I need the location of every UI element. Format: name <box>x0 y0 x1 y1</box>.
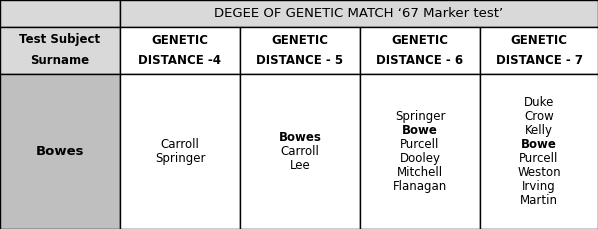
Bar <box>120 27 240 74</box>
Text: Kelly: Kelly <box>525 124 553 137</box>
Text: Bowe: Bowe <box>521 138 557 151</box>
Text: Flanagan: Flanagan <box>393 180 447 193</box>
Bar <box>480 74 598 229</box>
Text: Test Subject
Surname: Test Subject Surname <box>20 33 100 68</box>
Text: Crow: Crow <box>524 110 554 123</box>
Bar <box>120 0 598 27</box>
Bar <box>0 0 120 27</box>
Text: Mitchell: Mitchell <box>397 166 443 179</box>
Bar <box>360 74 480 229</box>
Text: Weston: Weston <box>517 166 561 179</box>
Text: Lee: Lee <box>289 159 310 172</box>
Text: Irving: Irving <box>522 180 556 193</box>
Text: Bowes: Bowes <box>36 145 84 158</box>
Text: GENETIC
DISTANCE - 7: GENETIC DISTANCE - 7 <box>496 33 582 68</box>
Text: Springer: Springer <box>395 110 446 123</box>
Text: Springer: Springer <box>155 152 205 165</box>
Bar <box>480 27 598 74</box>
Text: GENETIC
DISTANCE - 6: GENETIC DISTANCE - 6 <box>376 33 463 68</box>
Bar <box>120 74 240 229</box>
Text: Duke: Duke <box>524 96 554 109</box>
Text: GENETIC
DISTANCE - 5: GENETIC DISTANCE - 5 <box>257 33 344 68</box>
Bar <box>360 27 480 74</box>
Bar <box>240 27 360 74</box>
Text: DEGEE OF GENETIC MATCH ‘67 Marker test’: DEGEE OF GENETIC MATCH ‘67 Marker test’ <box>215 7 504 20</box>
Bar <box>0 74 120 229</box>
Text: Martin: Martin <box>520 194 558 207</box>
Text: Bowe: Bowe <box>402 124 438 137</box>
Text: Purcell: Purcell <box>519 152 559 165</box>
Bar <box>0 27 120 74</box>
Text: Carroll: Carroll <box>280 145 319 158</box>
Text: Purcell: Purcell <box>400 138 440 151</box>
Text: Dooley: Dooley <box>399 152 441 165</box>
Text: Bowes: Bowes <box>279 131 322 144</box>
Text: Carroll: Carroll <box>160 138 200 151</box>
Bar <box>240 74 360 229</box>
Text: GENETIC
DISTANCE -4: GENETIC DISTANCE -4 <box>139 33 221 68</box>
